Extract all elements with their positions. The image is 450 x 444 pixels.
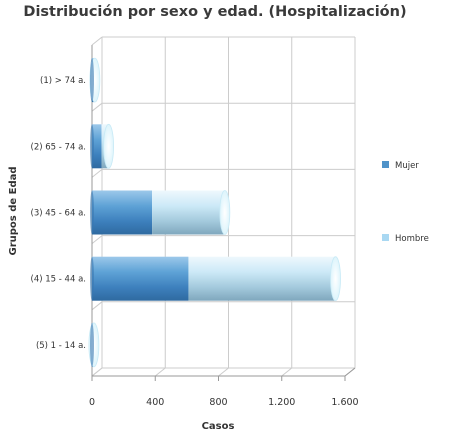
y-axis-label: Grupos de Edad (8, 166, 19, 255)
bar-start-cap (90, 190, 94, 235)
y-gridline-side (91, 169, 103, 178)
y-tick-label: (1) > 74 a. (40, 76, 86, 86)
x-tick-label: 1.200 (268, 397, 295, 408)
y-tick-label: (4) 15 - 44 a. (31, 275, 86, 285)
bar-segment-mujer (92, 124, 102, 169)
bar-segment-hombre (188, 256, 336, 301)
bar-start-cap (90, 124, 94, 169)
x-axis-label: Casos (202, 421, 235, 432)
bar-segment-hombre (152, 190, 225, 235)
bar-end-cap (219, 190, 231, 235)
y-gridline-side (91, 102, 103, 112)
bar-end-cap (103, 123, 115, 169)
legend-label-mujer: Mujer (395, 161, 419, 171)
x-axis-corner (344, 367, 356, 377)
bar-segment-mujer (92, 256, 189, 301)
y-tick-label: (5) 1 - 14 a. (36, 341, 86, 351)
bar-segment-mujer (92, 190, 153, 235)
labels-layer: (1) > 74 a. (2) 65 - 74 a. (3) 45 - 64 a. (… (31, 76, 86, 351)
y-gridline-side (91, 36, 103, 46)
y-gridline-side (91, 367, 103, 377)
x-gridline-floor (218, 367, 229, 377)
x-gridline-floor (281, 367, 293, 377)
y-gridline-side (91, 235, 103, 244)
bar-start-cap (90, 256, 94, 301)
x-tick-label: 400 (146, 397, 164, 408)
bar-end-cap (330, 256, 341, 302)
bar-start-cap (90, 322, 94, 367)
y-tick-label: (2) 65 - 74 a. (31, 142, 86, 152)
x-tick-label: 0 (89, 397, 95, 408)
x-tick-label: 800 (209, 397, 227, 408)
chart-title: Distribución por sexo y edad. (Hospitali… (23, 4, 407, 20)
x-tick-label: 1.600 (331, 397, 358, 408)
legend-swatch-mujer (382, 161, 389, 168)
bar-start-cap (90, 58, 94, 103)
y-tick-label: (3) 45 - 64 a. (31, 209, 86, 219)
legend: Mujer Hombre (382, 161, 429, 244)
x-gridline-floor (154, 367, 166, 377)
y-gridline-side (91, 301, 103, 311)
bars-layer (88, 57, 341, 368)
legend-swatch-hombre (382, 234, 389, 241)
legend-label-hombre: Hombre (395, 234, 429, 244)
